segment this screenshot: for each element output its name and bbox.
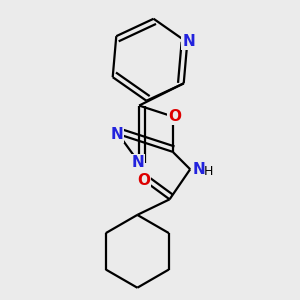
Text: H: H — [203, 165, 213, 178]
Text: O: O — [137, 173, 150, 188]
Text: N: N — [110, 127, 123, 142]
Text: N: N — [182, 34, 195, 49]
Text: N: N — [193, 162, 206, 177]
Text: O: O — [168, 109, 181, 124]
Text: N: N — [131, 155, 144, 170]
